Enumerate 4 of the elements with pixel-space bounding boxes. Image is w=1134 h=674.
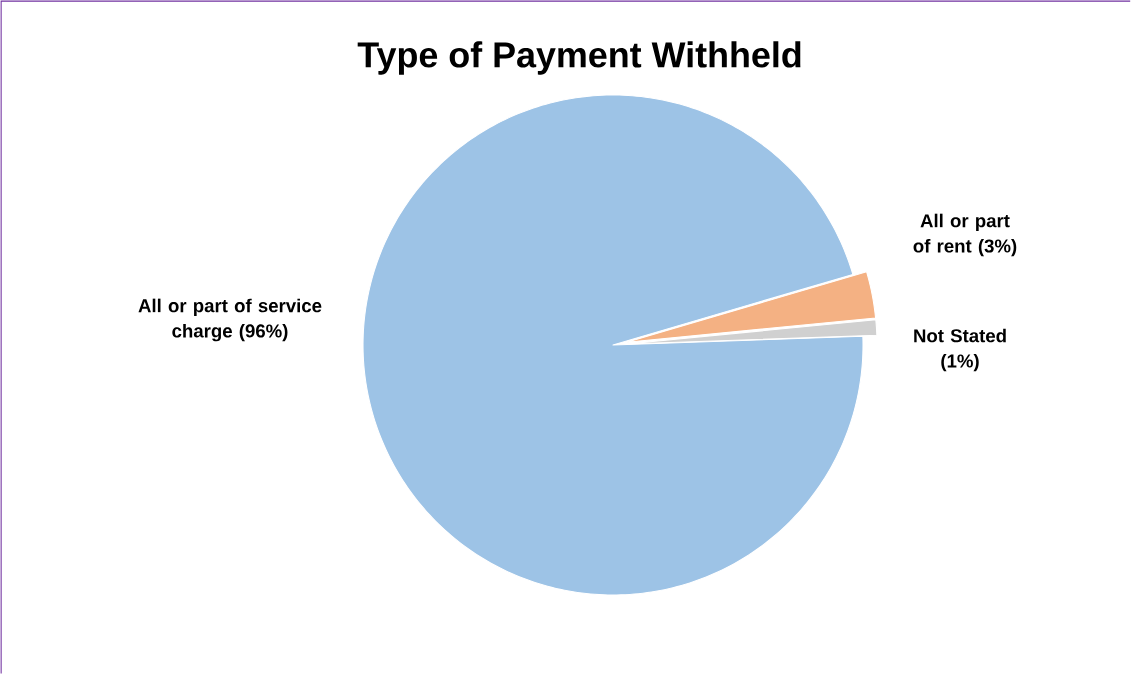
chart-title: Type of Payment Withheld bbox=[357, 41, 801, 75]
slice-label: Not Stated (1%) bbox=[914, 328, 1006, 372]
slice-label: All or part of rent (3%) bbox=[913, 213, 1017, 257]
slice-label: All or part of service charge (96%) bbox=[138, 298, 322, 342]
